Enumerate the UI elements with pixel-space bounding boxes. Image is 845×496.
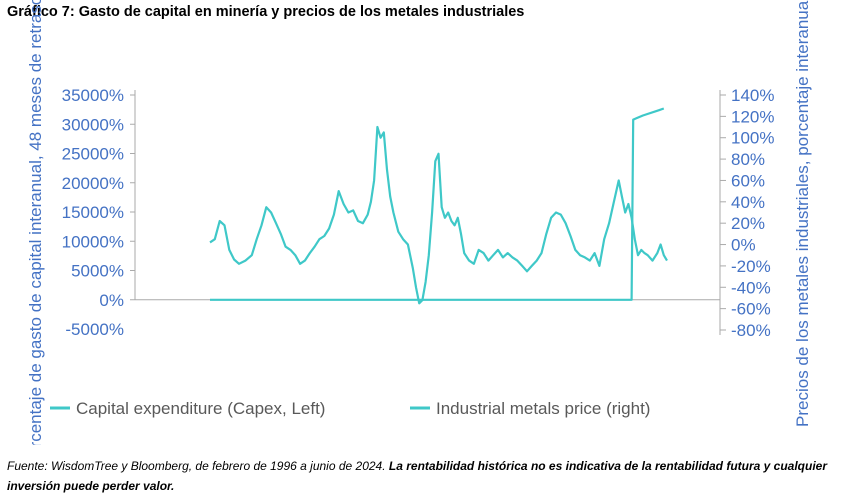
- right-axis-label: Precios de los metales industriales, por…: [793, 0, 812, 427]
- left-tick-label: 5000%: [71, 262, 124, 281]
- left-tick-label: 35000%: [62, 86, 124, 105]
- left-tick-label: 25000%: [62, 145, 124, 164]
- right-tick-label: 60%: [731, 171, 765, 190]
- right-tick-label: 80%: [731, 150, 765, 169]
- left-tick-label: 20000%: [62, 174, 124, 193]
- left-axis: 35000% 30000% 25000% 20000% 15000% 10000% 5000…: [62, 86, 135, 339]
- right-tick-label: 0%: [731, 236, 756, 255]
- right-tick-label: 100%: [731, 129, 774, 148]
- right-tick-label: 140%: [731, 86, 774, 105]
- left-axis-label-text: Porcentaje de gasto de capital interanua…: [26, 0, 45, 445]
- right-tick-label: 20%: [731, 214, 765, 233]
- chart: 35000% 30000% 25000% 20000% 15000% 10000% 5000…: [26, 0, 812, 445]
- disclaimer-text: La rentabilidad histórica no es indicati…: [7, 459, 828, 493]
- left-tick-label: -5000%: [65, 320, 124, 339]
- series-line-metals: [209, 125, 668, 305]
- left-tick-label: 0%: [99, 291, 124, 310]
- legend-label-capex: Capital expenditure (Capex, Left): [76, 399, 325, 418]
- right-axis-label-text: Precios de los metales industriales, por…: [793, 0, 812, 427]
- source-note: Fuente: WisdomTree y Bloomberg, de febre…: [7, 456, 837, 496]
- left-tick-label: 15000%: [62, 203, 124, 222]
- series-layer: [135, 107, 720, 305]
- right-tick-label: 40%: [731, 193, 765, 212]
- left-tick-label: 30000%: [62, 115, 124, 134]
- series-line-capex: [210, 107, 665, 301]
- left-axis-label: Porcentaje de gasto de capital interanua…: [26, 0, 45, 445]
- right-tick-label: 120%: [731, 107, 774, 126]
- right-tick-label: -80%: [731, 321, 771, 340]
- right-tick-label: -20%: [731, 257, 771, 276]
- legend: Capital expenditure (Capex, Left) Indust…: [50, 399, 650, 418]
- left-tick-label: 10000%: [62, 232, 124, 251]
- right-tick-label: -40%: [731, 278, 771, 297]
- source-text: Fuente: WisdomTree y Bloomberg, de febre…: [7, 459, 389, 473]
- chart-title: Gráfico 7: Gasto de capital en minería y…: [7, 4, 525, 20]
- legend-label-metals: Industrial metals price (right): [436, 399, 650, 418]
- right-tick-label: -60%: [731, 300, 771, 319]
- right-axis: 140% 120% 100% 80% 60% 40% 20% 0% -20% -40% -60% -8…: [720, 86, 774, 340]
